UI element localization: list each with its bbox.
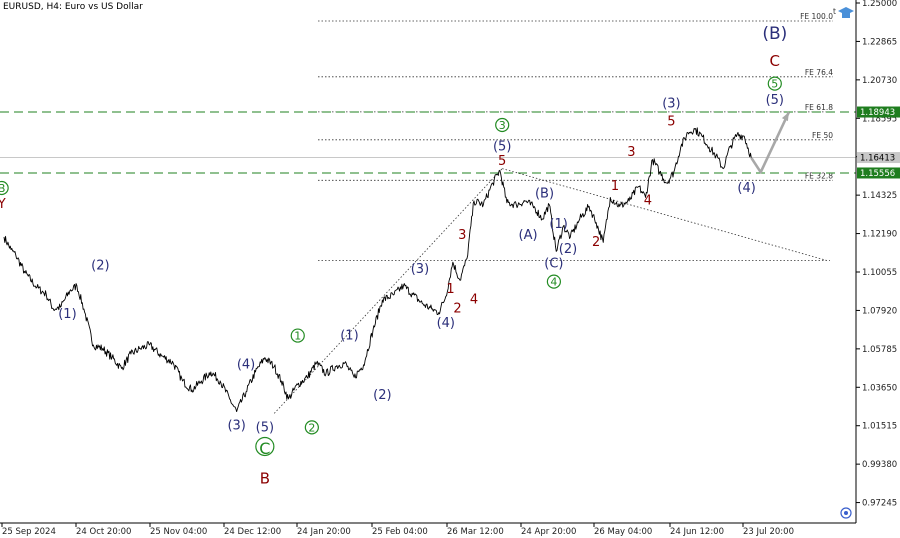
wave-label: 2 <box>592 235 600 250</box>
wave-label: B <box>260 470 270 488</box>
wave-label: C <box>770 52 780 70</box>
wave-label: (B) <box>535 186 554 201</box>
wave-label-circle <box>304 420 319 435</box>
price-tick-label: 1.20730 <box>862 76 897 86</box>
fe-level-label: FE 100.0 <box>800 12 833 21</box>
price-tick-label: 0.97245 <box>862 499 897 509</box>
fe-level-label: FE 50 <box>812 131 833 140</box>
time-tick-label: 26 Mar 12:00 <box>447 527 504 537</box>
autoscroll-icon[interactable] <box>840 507 852 519</box>
wave-label: (3) <box>662 96 680 111</box>
wave-label: (B) <box>762 24 787 44</box>
price-tick-label: 1.22865 <box>862 37 897 47</box>
wave-label: (2) <box>91 258 109 273</box>
price-tag-label: 1.15556 <box>860 169 895 179</box>
trade-hat-icon[interactable] <box>838 7 854 18</box>
wave-label: C <box>259 439 270 458</box>
time-tick-label: 24 Jun 12:00 <box>670 527 724 537</box>
price-tag <box>857 152 900 164</box>
wave-label: (3) <box>411 262 429 277</box>
wave-label: (2) <box>373 388 391 403</box>
wave-label-circle <box>767 76 782 91</box>
price-tag <box>857 106 900 118</box>
wave-label: (A) <box>519 228 538 243</box>
wave-label: 3 <box>499 119 506 132</box>
price-tick-label: 1.03650 <box>862 383 897 393</box>
time-tick-label: 24 Oct 20:00 <box>76 527 131 537</box>
price-tick-label: 1.10055 <box>862 268 897 278</box>
price-tags: 1.18943 1.15556 1.16413 <box>857 106 900 179</box>
fe-level-label: FE 61.8 <box>805 103 833 112</box>
wave-label: 1 <box>294 330 301 343</box>
wave-label: 2 <box>308 421 315 434</box>
wave-label-circle <box>0 180 9 196</box>
price-tick-label: 0.99380 <box>862 460 897 470</box>
wave-label: 2 <box>453 302 461 317</box>
wave-label: 4 <box>470 293 478 308</box>
wave-label: (1) <box>340 329 358 344</box>
one-click-icon[interactable]: t <box>833 7 836 16</box>
wave-label: 3 <box>627 145 635 160</box>
price-tag-label: 1.18943 <box>860 108 895 118</box>
wave-label: (4) <box>237 357 255 372</box>
time-tick-label: 23 Jul 20:00 <box>743 527 794 537</box>
time-tick-label: 25 Sep 2024 <box>2 527 56 537</box>
wave-label: (5) <box>493 140 511 155</box>
wave-label-circle <box>546 274 562 289</box>
price-line[interactable] <box>3 127 752 413</box>
price-tick-label: 1.14325 <box>862 191 897 201</box>
wave-label: 4 <box>550 276 557 289</box>
time-tick-label: 24 Apr 20:00 <box>521 527 576 537</box>
forecast-arrowhead <box>781 112 789 122</box>
price-tag <box>857 167 900 179</box>
wave-label: (5) <box>256 420 274 435</box>
price-tick-label: 1.05785 <box>862 345 897 355</box>
wave-label-circle <box>255 436 275 457</box>
forecast-path[interactable] <box>750 111 791 174</box>
wave-label: B <box>0 182 5 195</box>
price-tick-label: 1.12190 <box>862 230 897 240</box>
time-tick-label: 26 May 04:00 <box>594 527 652 537</box>
wave-label: 5 <box>667 114 675 129</box>
trend-line[interactable] <box>502 168 827 261</box>
time-tick-label: 25 Nov 04:00 <box>150 527 207 537</box>
time-tick-label: 24 Dec 12:00 <box>224 527 281 537</box>
wave-label-circle <box>495 117 510 133</box>
price-tag-label: 1.16413 <box>860 154 895 164</box>
time-tick-label: 24 Jan 20:00 <box>297 527 351 537</box>
wave-label: 4 <box>644 194 652 209</box>
price-tick-label: 1.01515 <box>862 422 897 432</box>
wave-label: (4) <box>437 316 455 331</box>
wave-label: 1 <box>446 282 454 297</box>
price-tick-label: 1.25000 <box>862 0 897 9</box>
fe-level-label: FE 32.8 <box>805 171 833 180</box>
wave-label: 5 <box>771 78 778 91</box>
wave-label-circle <box>290 328 305 343</box>
wave-label: (2) <box>559 242 577 257</box>
price-tick-label: 1.18595 <box>862 114 897 124</box>
wave-label: (4) <box>737 181 755 196</box>
fe-level-label: FE 76.4 <box>805 68 833 77</box>
wave-label: (C) <box>544 257 563 272</box>
wave-label: (1) <box>549 217 567 232</box>
time-tick-label: 25 Feb 04:00 <box>372 527 428 537</box>
price-tick-label: 1.07920 <box>862 306 897 316</box>
chart-title: EURUSD, H4: Euro vs US Dollar <box>3 2 143 12</box>
wave-label: Y <box>0 197 6 212</box>
time-axis: 25 Sep 2024 24 Oct 20:00 25 Nov 04:00 24 De… <box>1 523 794 537</box>
wave-label: 1 <box>611 179 619 194</box>
plot-area[interactable]: FE 100.0 FE 76.4 FE 61.8 FE 50 FE 32.8 (2) (1)… <box>0 12 856 488</box>
wave-label: (1) <box>58 307 76 322</box>
wave-label: 3 <box>458 228 466 243</box>
wave-label: 5 <box>498 154 506 169</box>
wave-label: (5) <box>766 93 784 108</box>
wave-label: (3) <box>227 419 245 434</box>
